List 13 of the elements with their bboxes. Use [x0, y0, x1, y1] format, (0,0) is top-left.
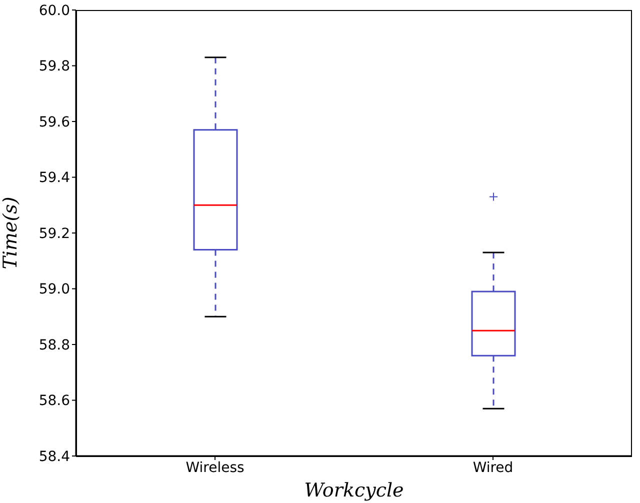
y-tick-label: 58.6 [38, 393, 70, 410]
y-tick-label: 60.0 [38, 2, 70, 19]
y-tick-label: 59.2 [38, 226, 70, 242]
y-tick-label: 58.8 [38, 337, 70, 354]
y-tick-label: 59.4 [38, 170, 70, 186]
y-tick-label: 59.6 [38, 114, 70, 130]
x-tick-label: Wired [472, 460, 514, 476]
y-tick-label: 58.4 [38, 448, 70, 465]
x-tick-label: Wireless [186, 460, 244, 476]
x-axis-title: Workcycle [304, 479, 404, 502]
y-axis-title: Time(s) [0, 196, 22, 270]
y-tick-label: 59.8 [38, 58, 70, 75]
y-tick-label: 59.0 [38, 282, 70, 298]
